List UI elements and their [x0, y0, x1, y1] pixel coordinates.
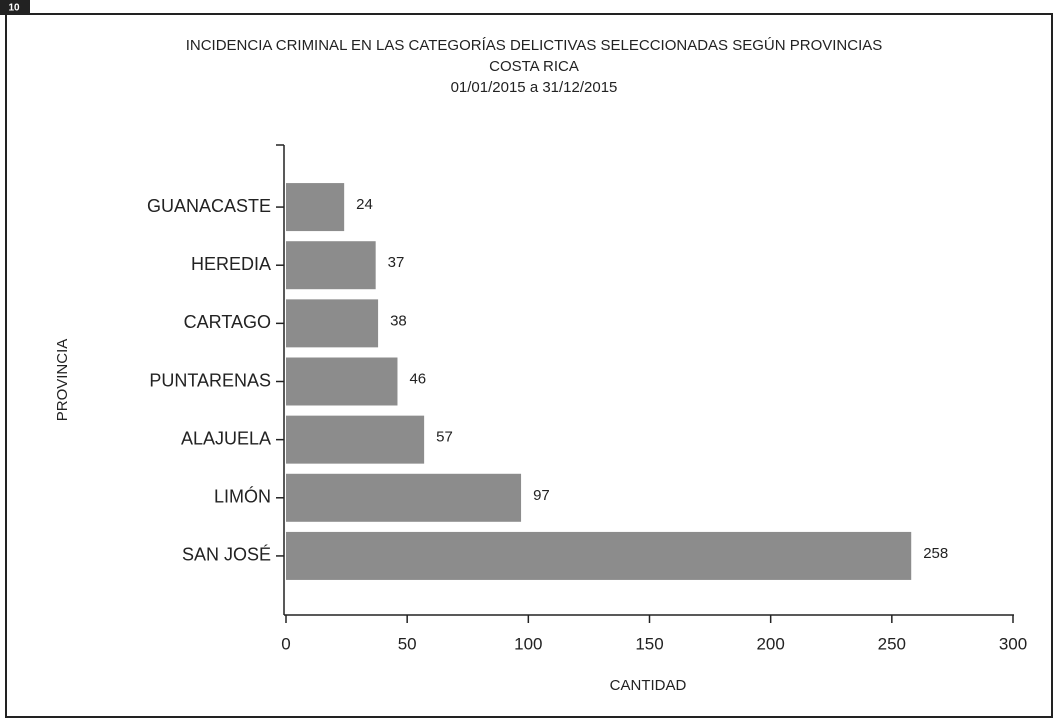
x-tick-label: 200: [756, 634, 784, 653]
data-label: 97: [533, 487, 550, 504]
x-tick-label: 0: [281, 634, 290, 653]
bar: [286, 531, 912, 580]
page-tab: [0, 0, 30, 15]
y-axis-label: PROVINCIA: [54, 339, 71, 422]
data-label: 24: [356, 196, 373, 213]
x-tick-label: 300: [999, 634, 1027, 653]
bar: [286, 299, 379, 348]
y-tick-label: LIMÓN: [214, 486, 271, 507]
page-label: 10: [8, 3, 20, 14]
data-label: 57: [436, 429, 453, 446]
data-label: 38: [390, 312, 407, 329]
y-tick-label: PUNTARENAS: [149, 370, 271, 390]
chart-subtitle: COSTA RICA: [489, 58, 579, 75]
frame: [5, 13, 1053, 718]
y-tick-label: SAN JOSÉ: [182, 545, 271, 565]
chart-title: INCIDENCIA CRIMINAL EN LAS CATEGORÍAS DE…: [186, 37, 883, 54]
bar: [286, 473, 522, 522]
y-tick-label: CARTAGO: [184, 312, 271, 332]
x-tick-label: 50: [398, 634, 417, 653]
y-tick-label: GUANACASTE: [147, 196, 271, 216]
bar: [286, 415, 425, 464]
data-label: 37: [388, 254, 405, 271]
data-label: 46: [409, 370, 426, 387]
x-tick-label: 100: [514, 634, 542, 653]
x-tick-label: 150: [635, 634, 663, 653]
data-label: 258: [923, 545, 948, 562]
bar: [286, 357, 398, 406]
bar: [286, 183, 345, 232]
y-tick-label: ALAJUELA: [181, 428, 271, 448]
date-range: 01/01/2015 a 31/12/2015: [451, 79, 618, 96]
bar: [286, 241, 376, 290]
x-axis-label: CANTIDAD: [610, 677, 687, 694]
x-tick-label: 250: [878, 634, 906, 653]
y-tick-label: HEREDIA: [191, 254, 271, 274]
